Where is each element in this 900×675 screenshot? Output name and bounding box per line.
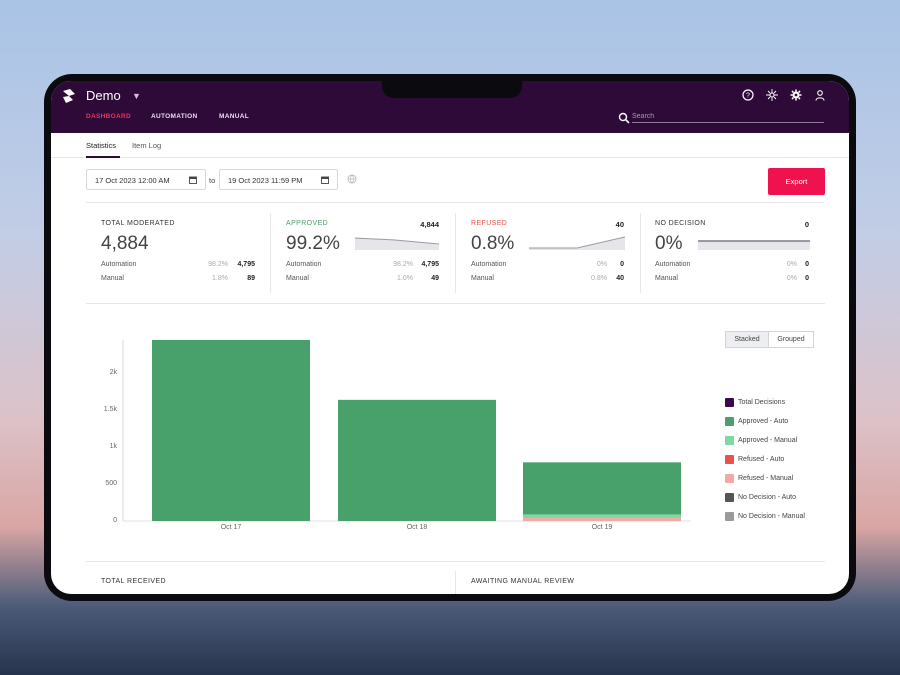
legend-item-label[interactable]: Approved - Manual <box>738 437 797 444</box>
legend-swatch[interactable] <box>725 512 734 521</box>
legend-item-label[interactable]: No Decision - Auto <box>738 494 796 501</box>
bar-approved-auto-oct-17[interactable] <box>152 340 310 521</box>
legend-swatch[interactable] <box>725 455 734 464</box>
legend-swatch[interactable] <box>725 436 734 445</box>
legend-swatch[interactable] <box>725 474 734 483</box>
legend-swatch[interactable] <box>725 417 734 426</box>
legend-swatch[interactable] <box>725 398 734 407</box>
legend-swatch[interactable] <box>725 493 734 502</box>
divider <box>86 561 825 562</box>
bar-approved-manual-oct-19[interactable] <box>523 514 681 518</box>
bar-refused-manual-oct-19[interactable] <box>523 518 681 521</box>
x-tick-label: Oct 19 <box>582 524 622 531</box>
divider <box>455 571 456 594</box>
device-notch <box>382 80 522 98</box>
legend-item-label[interactable]: Approved - Auto <box>738 418 788 425</box>
y-tick-label: 0 <box>95 517 117 524</box>
legend-item-label[interactable]: No Decision - Manual <box>738 513 805 520</box>
app-screen: Demo ▼ DASHBOARD AUTOMATION MANUAL ? <box>51 81 849 594</box>
x-tick-label: Oct 18 <box>397 524 437 531</box>
legend-item-label[interactable]: Total Decisions <box>738 399 785 406</box>
awaiting-review-label: AWAITING MANUAL REVIEW <box>471 578 574 585</box>
y-tick-label: 1k <box>95 443 117 450</box>
legend-item-label[interactable]: Refused - Auto <box>738 456 784 463</box>
bar-approved-auto-oct-19[interactable] <box>523 462 681 514</box>
y-tick-label: 1.5k <box>95 406 117 413</box>
total-received-label: TOTAL RECEIVED <box>101 578 166 585</box>
x-tick-label: Oct 17 <box>211 524 251 531</box>
y-tick-label: 500 <box>95 480 117 487</box>
legend-item-label[interactable]: Refused - Manual <box>738 475 793 482</box>
y-tick-label: 2k <box>95 369 117 376</box>
bar-approved-auto-oct-18[interactable] <box>338 400 496 521</box>
